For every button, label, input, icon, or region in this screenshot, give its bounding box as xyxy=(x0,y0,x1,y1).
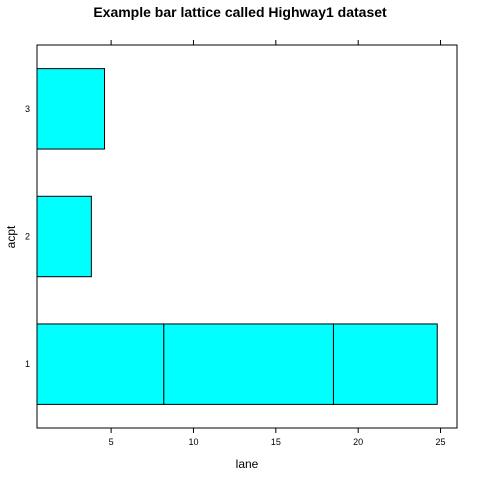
chart-title: Example bar lattice called Highway1 data… xyxy=(93,4,387,20)
x-tick-label: 5 xyxy=(109,437,114,447)
x-ticks-layer: 5 10 15 20 25 xyxy=(109,40,446,447)
bar-acpt-1-segment-1 xyxy=(36,323,165,405)
bar-acpt-3-segment-1 xyxy=(36,68,106,150)
x-tick-label: 25 xyxy=(436,437,446,447)
x-axis-label: lane xyxy=(236,457,259,471)
y-tick-label: 3 xyxy=(25,104,30,114)
x-tick-label: 20 xyxy=(353,437,363,447)
y-axis-label: acpt xyxy=(4,225,18,248)
x-tick-label: 10 xyxy=(188,437,198,447)
y-tick-label: 2 xyxy=(25,232,30,242)
bar-acpt-1-segment-3 xyxy=(332,323,438,405)
plot-frame xyxy=(36,44,458,429)
y-ticks-layer: 1 2 3 xyxy=(25,104,30,369)
bars-layer xyxy=(36,68,438,405)
bar-acpt-2-segment-1 xyxy=(36,195,92,278)
x-tick-label: 15 xyxy=(271,437,281,447)
bar-acpt-1-segment-2 xyxy=(163,323,334,405)
y-tick-label: 1 xyxy=(25,359,30,369)
